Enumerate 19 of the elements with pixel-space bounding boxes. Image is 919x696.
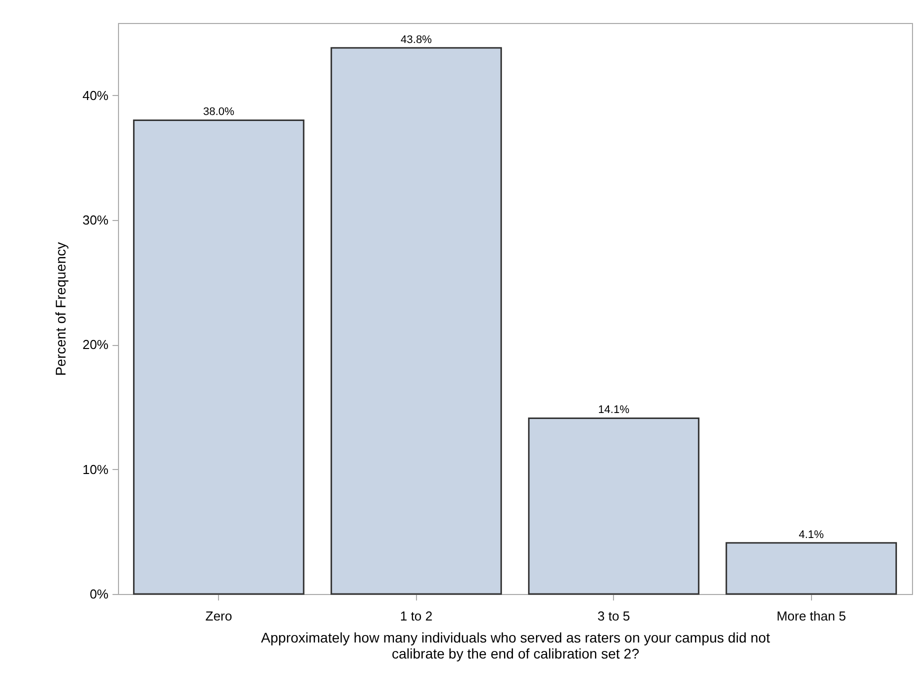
y-tick-label: 20% — [82, 337, 109, 352]
x-tick-label: 3 to 5 — [597, 608, 630, 624]
x-axis-title: Approximately how many individuals who served as raters on your campus did not calibrate by the end of calibration set 2? — [261, 630, 770, 662]
y-tick-label: 10% — [82, 462, 109, 477]
bar — [528, 417, 700, 595]
data-label: 43.8% — [400, 34, 432, 46]
x-tick-label: 1 to 2 — [400, 608, 433, 624]
bar — [726, 542, 897, 595]
data-label: 4.1% — [798, 528, 824, 541]
y-tick-label: 0% — [90, 586, 109, 602]
x-tick-label: More than 5 — [776, 608, 846, 624]
data-label: 38.0% — [203, 106, 235, 118]
bar — [133, 119, 304, 595]
x-tick-label: Zero — [205, 608, 232, 624]
bar — [330, 47, 502, 595]
y-tick-label: 30% — [82, 212, 109, 228]
y-axis-title: Percent of Frequency — [52, 242, 68, 376]
y-tick-label: 40% — [82, 88, 109, 103]
data-label: 14.1% — [598, 404, 630, 416]
